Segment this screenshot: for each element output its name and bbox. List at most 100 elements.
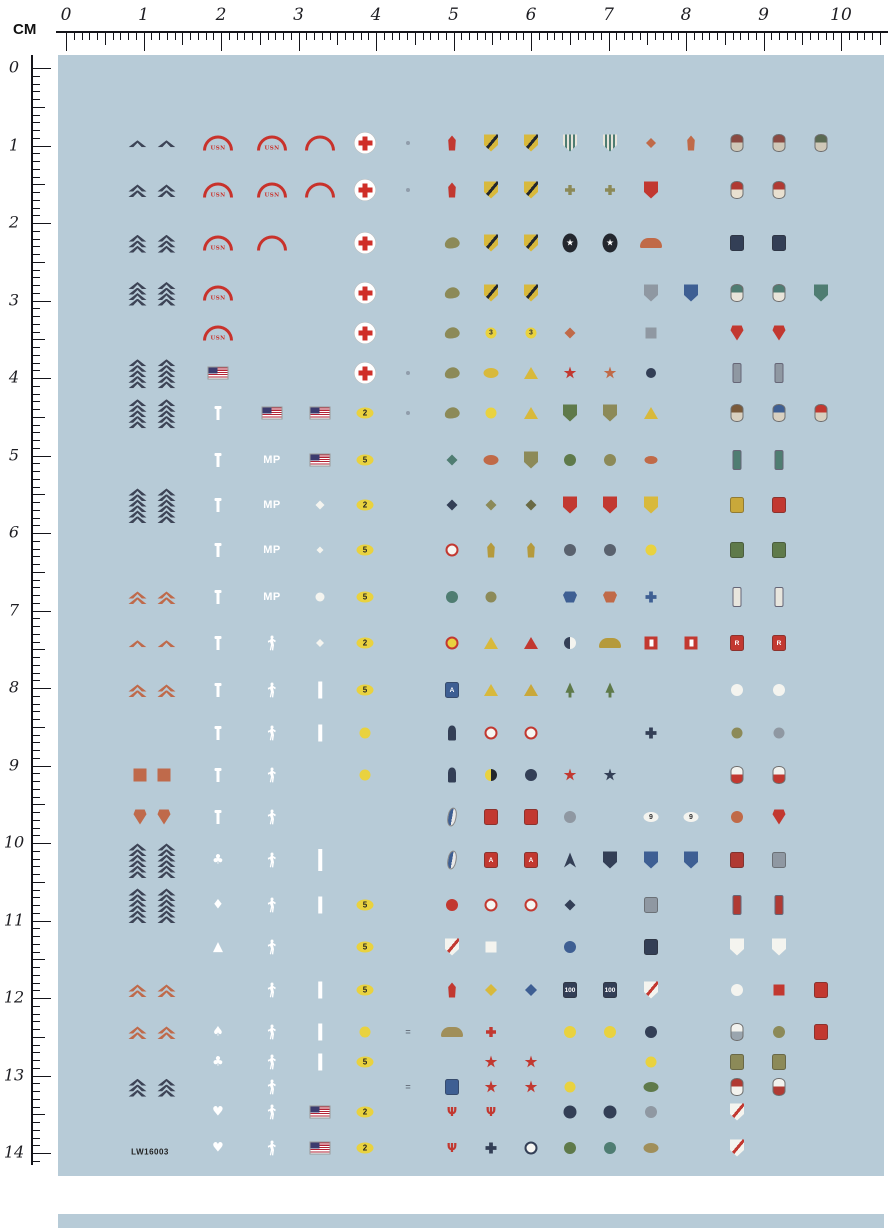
arc-decal: USN: [203, 235, 233, 252]
ruler-tick: [159, 32, 161, 40]
ruler-tick: [32, 1036, 45, 1038]
circle-decal: [731, 811, 743, 823]
circle-decal: [731, 684, 743, 696]
crest-decal: [772, 766, 786, 784]
ruler-tick: [32, 812, 40, 814]
circle-decal: [446, 591, 458, 603]
ruler-tick: [166, 32, 168, 40]
suit-decal: ♥: [212, 1104, 224, 1120]
ovalnum-decal: 2: [356, 407, 374, 419]
figure-decal: [267, 1024, 277, 1040]
bottle-decal: [448, 725, 456, 741]
ovalnum-decal: 5: [356, 544, 374, 556]
ruler-tick: [32, 827, 40, 829]
ruler-tick: [120, 32, 122, 40]
chevpair-decal: [128, 888, 176, 923]
circle-decal: [604, 454, 616, 466]
triangle-decal: [524, 637, 538, 649]
shield-decal: [484, 134, 498, 152]
ruler-tick: [32, 835, 40, 837]
ruler-number: 5: [448, 5, 459, 25]
ruler-tick: [32, 1129, 40, 1131]
tower-decal: [732, 450, 742, 470]
ovalnum-decal: 5: [356, 591, 374, 603]
ruler-number: 4: [370, 5, 382, 25]
figure-decal: [267, 1079, 277, 1095]
arc-decal: USN: [257, 182, 287, 199]
ruler-tick: [32, 703, 40, 705]
tsym-decal: [214, 406, 223, 420]
ruler-tick: [32, 1029, 40, 1031]
ruler-tick: [593, 32, 595, 40]
suit-decal: ♣: [212, 1054, 224, 1070]
ruler-number: 5: [8, 445, 20, 465]
keystone-decal: [563, 591, 577, 603]
shield-decal: [684, 851, 698, 869]
ruler-tick: [32, 385, 40, 387]
ruler-tick: [32, 819, 40, 821]
shield-decal: [603, 851, 617, 869]
cross-decal: [645, 727, 657, 739]
crest-decal: [772, 134, 786, 152]
ovalstar-decal: ★: [602, 233, 618, 253]
ruler-tick: [368, 32, 370, 40]
ruler-tick: [879, 32, 881, 45]
tsym-decal: [214, 498, 223, 512]
ring-decal: [445, 636, 459, 650]
ruler-tick: [32, 145, 51, 147]
ruler-tick: [670, 32, 672, 40]
tsym-decal: [214, 768, 223, 782]
ruler-tick: [794, 32, 796, 40]
triangle-decal: [524, 367, 538, 379]
tower-decal: [732, 587, 742, 607]
ruler-tick: [32, 719, 40, 721]
hpatch-decal: [644, 636, 658, 650]
shield-decal: [684, 284, 698, 302]
shield-decal: [644, 496, 658, 514]
ruler-tick: [213, 32, 215, 40]
footer-band: 63335B 1/35: [0, 1176, 888, 1214]
star5-decal: [563, 768, 577, 782]
ruler-tick: [32, 285, 40, 287]
ruler-tick: [32, 781, 40, 783]
ruler-tick: [190, 32, 192, 40]
diamond-decal: [316, 546, 324, 554]
ruler-tick: [32, 1091, 40, 1093]
bar-decal: [318, 724, 322, 742]
ruler-tick: [97, 32, 99, 40]
circle-decal: [446, 899, 458, 911]
ruler-tick: [32, 261, 45, 263]
chevpair-decal: [128, 1078, 176, 1097]
flag-decal: [309, 453, 331, 467]
ruler-tick: [352, 32, 354, 40]
star5-decal: [563, 366, 577, 380]
ruler-tick: [32, 137, 40, 139]
mp-decal: MP: [263, 591, 281, 603]
ruler-tick: [32, 796, 40, 798]
ruler-tick: [32, 207, 40, 209]
boot-decal: [443, 285, 461, 301]
ruler-tick: [32, 153, 40, 155]
bottle-decal: [448, 767, 456, 783]
suit-decal: ♣: [212, 852, 224, 868]
ruler-tick: [577, 32, 579, 40]
bar-decal: [318, 1023, 322, 1041]
shield-decal: [563, 404, 577, 422]
ruler-number: 4: [8, 367, 20, 387]
ruler-tick: [647, 32, 649, 45]
ruler-tick: [32, 122, 40, 124]
ring-decal: [524, 726, 538, 740]
ruler-tick: [538, 32, 540, 40]
ruler-tick: [32, 370, 40, 372]
patch-decal: 100: [603, 982, 617, 998]
tower-decal: [774, 895, 784, 915]
left-ruler-baseline: [31, 55, 33, 1165]
ruler-tick: [32, 1021, 40, 1023]
shield-decal: [730, 1103, 744, 1121]
dotnum-decal: 3: [525, 327, 537, 339]
ruler-tick: [32, 509, 40, 511]
shield-decal: [563, 496, 577, 514]
tower-decal: [732, 895, 742, 915]
arc-decal: USN: [203, 285, 233, 302]
chevpair-decal: [128, 359, 176, 389]
